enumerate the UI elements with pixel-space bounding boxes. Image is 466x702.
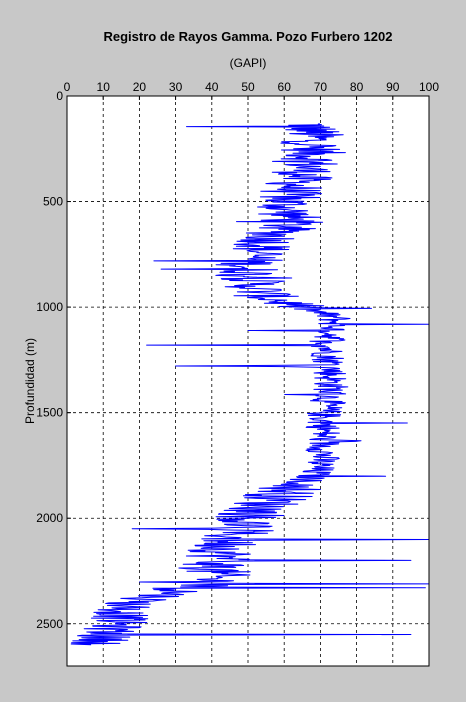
y-tick-label: 2000: [36, 511, 63, 525]
y-axis-ticks: 0 500 1000 1500 2000 2500: [36, 89, 71, 631]
y-tick-label: 1500: [36, 406, 63, 420]
x-tick-label: 80: [350, 80, 364, 94]
chart-title: Registro de Rayos Gamma. Pozo Furbero 12…: [104, 29, 393, 44]
x-tick-label: 50: [241, 80, 255, 94]
x-tick-label: 100: [419, 80, 439, 94]
gamma-ray-series: [70, 122, 430, 646]
x-tick-label: 0: [64, 80, 71, 94]
x-tick-label: 60: [278, 80, 292, 94]
y-tick-label: 500: [43, 195, 63, 209]
x-tick-label: 40: [205, 80, 219, 94]
y-tick-label: 1000: [36, 300, 63, 314]
x-axis-ticks: 0 10 20 30 40 50 60 70 80 90 100: [64, 80, 439, 100]
y-tick-label: 2500: [36, 617, 63, 631]
x-tick-label: 10: [97, 80, 111, 94]
x-tick-label: 90: [386, 80, 400, 94]
gamma-ray-trace: [70, 122, 430, 646]
x-tick-label: 70: [314, 80, 328, 94]
x-axis-label: (GAPI): [230, 56, 267, 70]
y-axis-label: Profundidad (m): [23, 338, 37, 424]
x-tick-label: 30: [169, 80, 183, 94]
y-tick-label: 0: [56, 89, 63, 103]
x-tick-label: 20: [133, 80, 147, 94]
